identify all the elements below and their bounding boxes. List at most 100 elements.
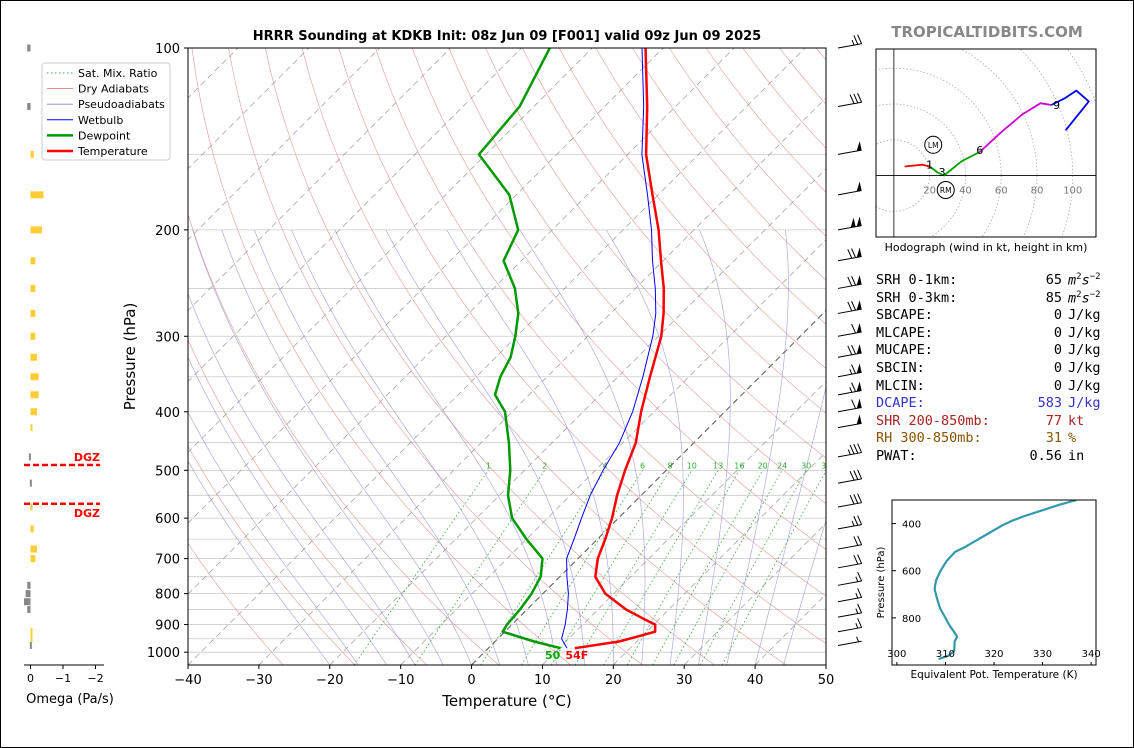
wind-barb — [837, 469, 863, 484]
isotherm-line — [471, 309, 826, 665]
omega-bar — [24, 598, 31, 606]
wind-barb-full — [853, 470, 859, 480]
mixing-ratio-label: 16 — [734, 461, 744, 470]
param-value: 77 — [1045, 412, 1062, 429]
hodograph-segment — [904, 163, 930, 168]
mixing-ratio-line — [673, 470, 783, 665]
dry-adiabat-line — [191, 48, 571, 665]
wind-barb — [837, 247, 862, 262]
wind-barb-full — [847, 345, 853, 355]
theta-e-x-tick-label: 330 — [1033, 649, 1052, 660]
param-unit: J/kg — [1068, 342, 1101, 359]
omega-bar — [30, 373, 39, 381]
moist-adiabat-line — [726, 229, 789, 665]
wind-barb — [837, 216, 862, 231]
hodograph-segment — [1050, 89, 1090, 131]
wind-barb — [837, 588, 863, 603]
x-tick-label: −40 — [174, 673, 201, 688]
param-value: 583 — [1037, 395, 1062, 412]
param-value: 0.56 — [1029, 447, 1062, 464]
mixing-ratio-label: 8 — [667, 461, 672, 470]
wind-barb-full — [857, 571, 863, 582]
wind-barb-full — [857, 618, 863, 628]
mixing-ratio-label: 4 — [603, 461, 608, 470]
x-tick-label: 30 — [676, 673, 693, 688]
wind-barb-flag — [856, 141, 862, 151]
mixing-ratio-line — [721, 470, 826, 665]
mixing-ratio-label: 36 — [821, 461, 831, 470]
wind-barb — [837, 275, 862, 289]
param-value: 31 — [1045, 430, 1062, 447]
theta-e-x-tick-label: 300 — [887, 649, 906, 660]
wind-barb-full — [857, 535, 863, 545]
legend-label: Temperature — [77, 145, 148, 158]
param-label: MUCAPE: — [876, 342, 933, 359]
wind-barb — [837, 181, 862, 196]
dry-adiabat-line — [485, 48, 826, 459]
dry-adiabat-line — [375, 48, 826, 597]
wind-barb-full — [853, 536, 859, 546]
param-value: 0 — [1053, 359, 1062, 376]
wind-barb-shaft — [837, 580, 862, 586]
hodograph-ring-label: 20 — [923, 186, 936, 197]
y-tick-label: 200 — [155, 224, 180, 239]
wind-barb-full — [849, 494, 855, 505]
wind-barb — [837, 141, 862, 155]
param-label: SBCIN: — [876, 359, 925, 376]
wind-barb-flag — [856, 275, 862, 286]
wetbulb-trace — [561, 48, 657, 649]
moist-adiabat-line — [188, 411, 359, 665]
y-tick-label: 100 — [155, 42, 180, 57]
hodograph-height-label: 1 — [926, 159, 933, 172]
dgz-label: DGZ — [74, 507, 100, 520]
dry-adiabat-line — [265, 48, 715, 665]
wind-barb-half — [851, 520, 855, 527]
mixing-ratio-label: 2 — [542, 461, 547, 470]
param-unit: % — [1068, 430, 1077, 447]
temperature-trace — [574, 48, 666, 650]
wind-barb — [837, 363, 862, 378]
wind-barb-half — [851, 39, 855, 46]
moist-adiabat-line — [188, 460, 331, 665]
omega-bar — [25, 590, 31, 598]
mixing-ratio-line — [550, 470, 671, 665]
moist-adiabat-line — [698, 229, 731, 665]
param-unit: kt — [1068, 412, 1085, 429]
wind-barb-shaft — [837, 331, 862, 337]
wind-barb — [837, 381, 862, 396]
wind-barb — [837, 322, 862, 337]
hodograph-height-label: 9 — [1053, 99, 1060, 112]
wind-barb-half — [847, 449, 851, 455]
mixing-ratio-label: 6 — [640, 461, 645, 470]
wind-barb-full — [851, 364, 857, 374]
wind-barb-shaft — [837, 596, 862, 603]
moist-adiabat-line — [334, 229, 557, 665]
dry-adiabat-line — [558, 48, 826, 369]
omega-bar — [29, 479, 32, 487]
wind-barb — [837, 493, 863, 508]
moist-adiabat-line — [783, 519, 826, 665]
x-tick-label: 40 — [747, 673, 764, 688]
theta-e-panel: 300 310 320 330 340 400 600 800 Equivalent Pot. … — [876, 499, 1101, 681]
wind-barb-full — [857, 603, 863, 614]
wind-barb-shaft — [837, 563, 862, 569]
omega-tick-label: −1 — [55, 672, 71, 685]
hodograph-segment — [929, 151, 981, 177]
isotherm-line — [613, 451, 826, 665]
wind-barb — [837, 443, 863, 458]
surface-temperature-label: 54F — [565, 649, 588, 662]
dry-adiabat-line — [188, 445, 356, 665]
theta-e-area — [933, 500, 1077, 661]
omega-bar — [27, 581, 31, 589]
hodograph-ring-label: 40 — [959, 186, 972, 197]
param-value: 0 — [1053, 342, 1062, 359]
omega-panel: DGZ DGZ 0 −1 −2 Omega (Pa/s) — [24, 44, 114, 707]
wind-barb-shaft — [837, 43, 862, 49]
isotherm-line — [329, 168, 826, 665]
omega-bar — [30, 226, 42, 234]
theta-e-trace — [933, 500, 1077, 661]
param-value: 0 — [1053, 307, 1062, 324]
param-label: RH 300-850mb: — [876, 430, 982, 447]
wind-barb-shaft — [837, 308, 862, 314]
wind-barb-full — [851, 323, 857, 334]
